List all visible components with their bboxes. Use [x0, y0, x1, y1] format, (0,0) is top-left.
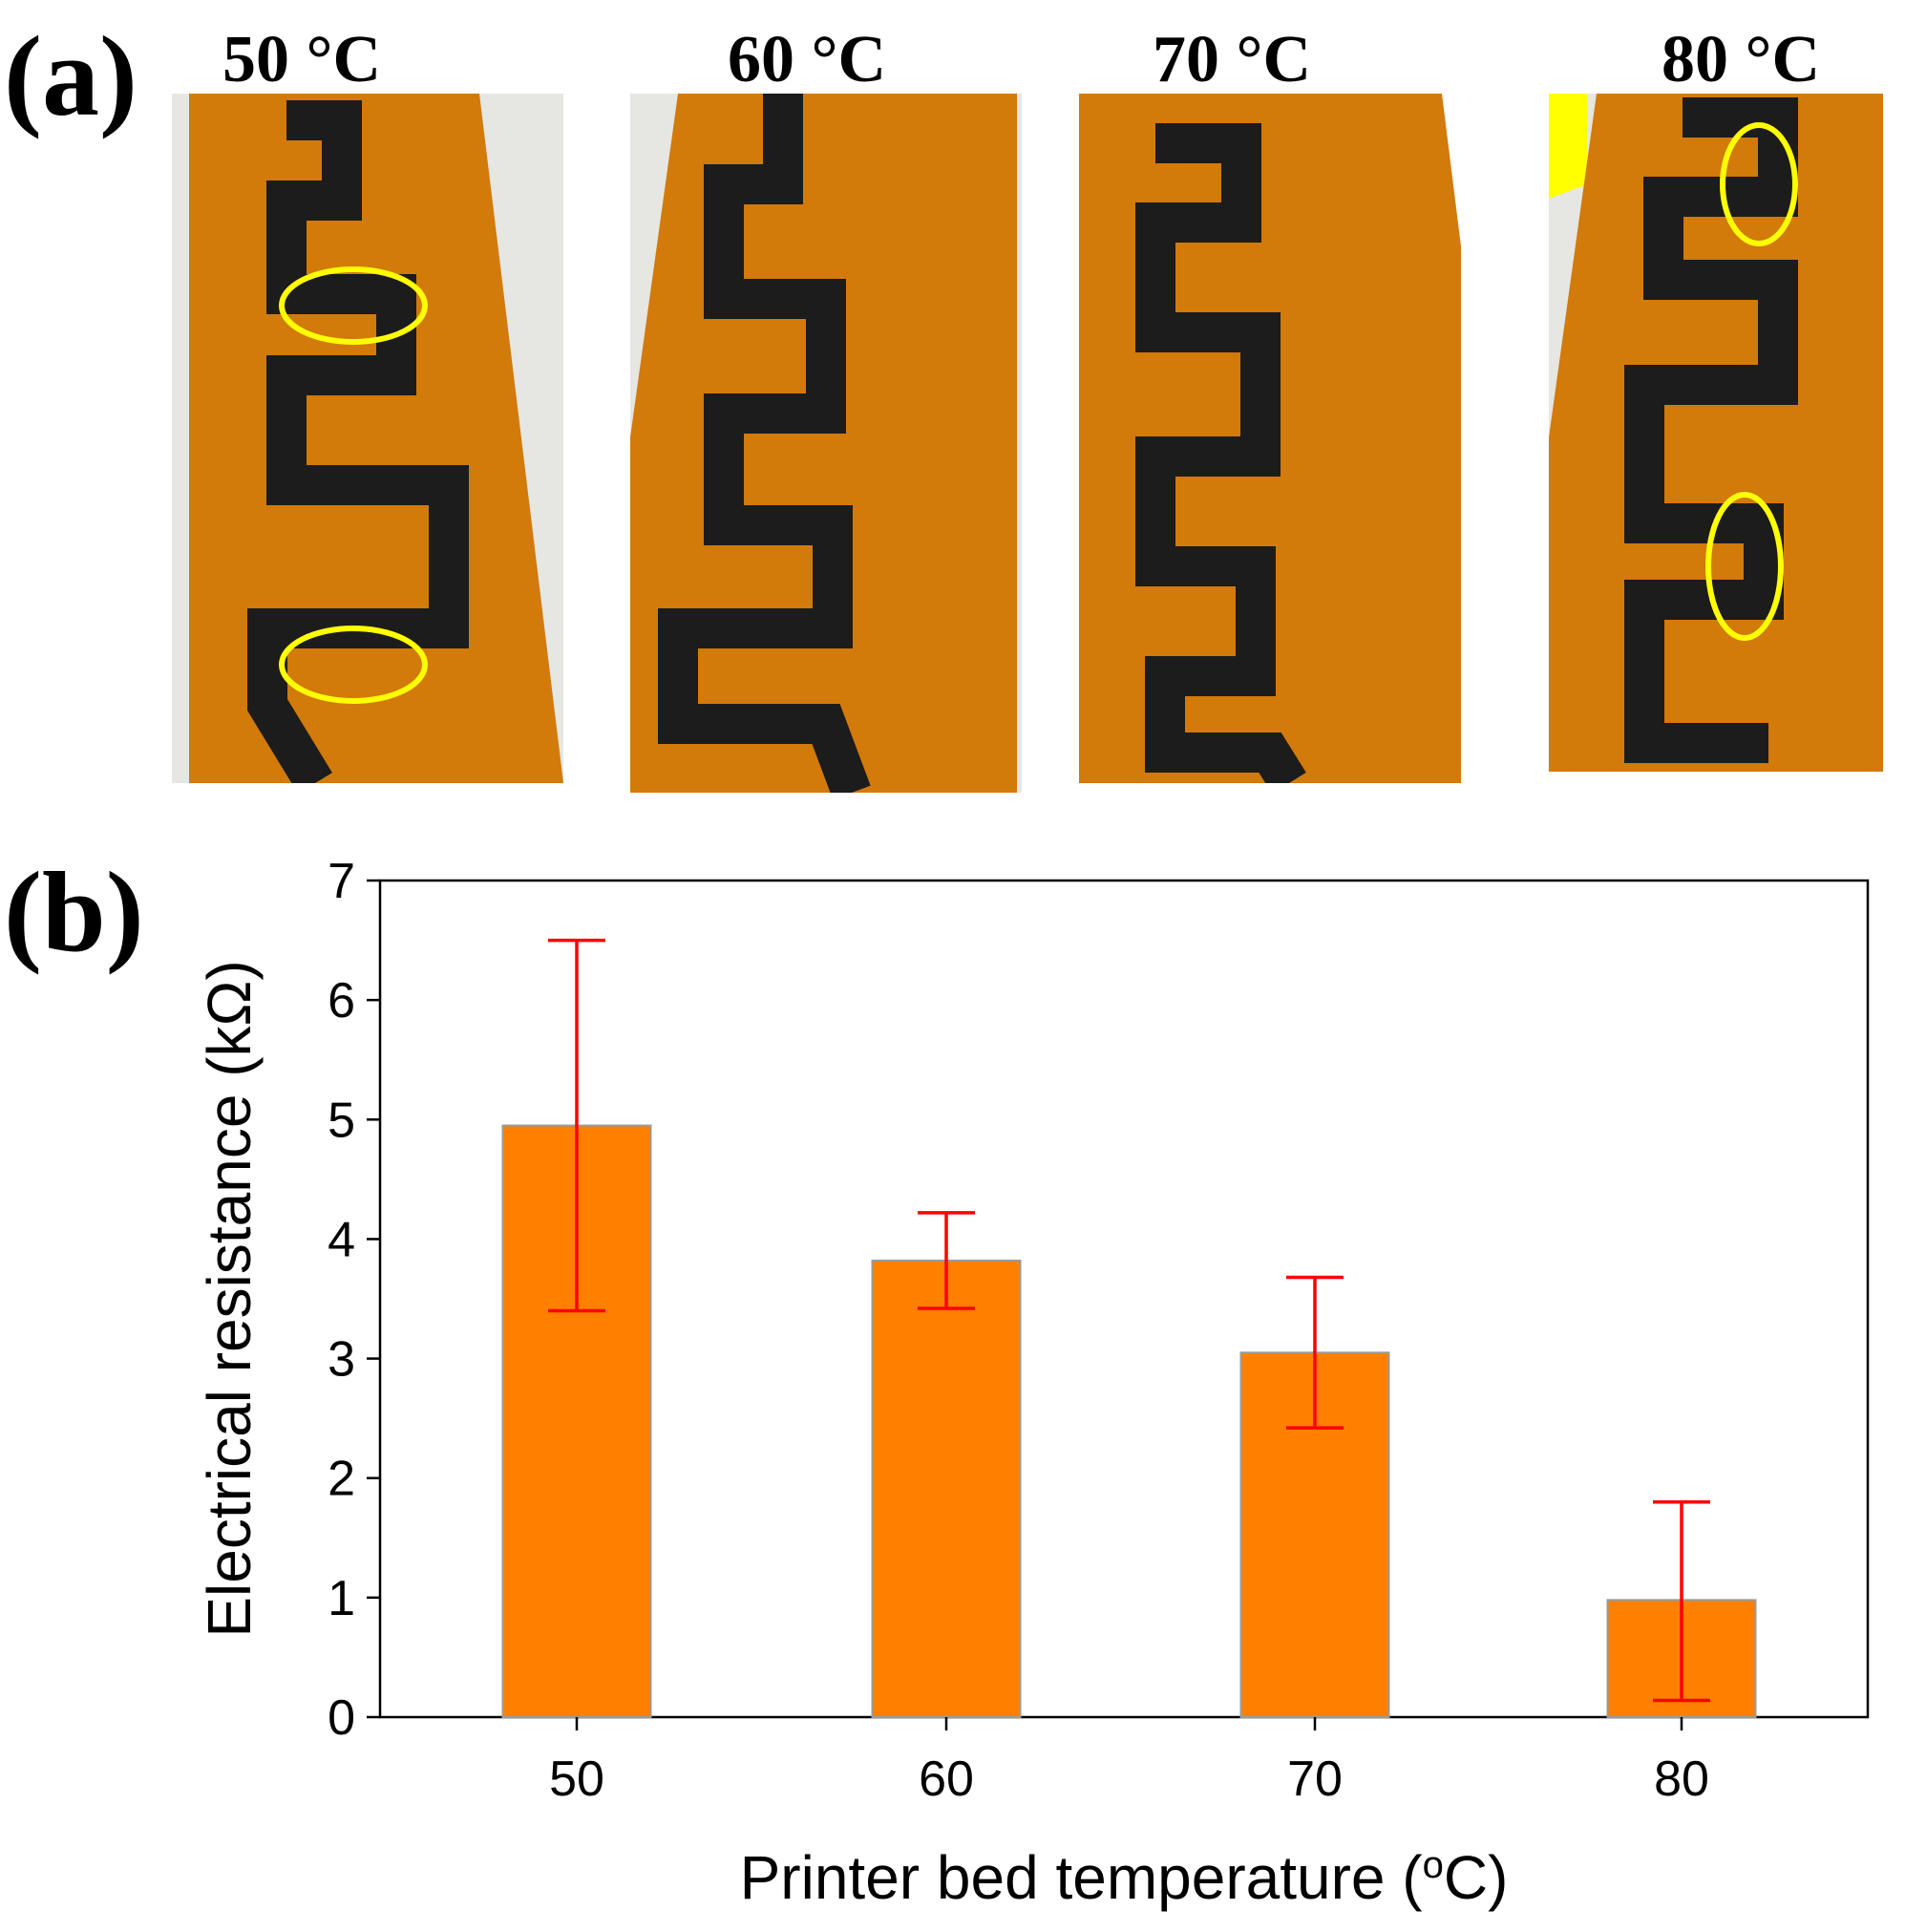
plot-frame	[378, 879, 1870, 1719]
y-tick-label: 1	[328, 1571, 355, 1626]
bar-60	[871, 1259, 1022, 1719]
x-axis-label: Printer bed temperature (oC)	[740, 1843, 1509, 1912]
photo-label-50: 50 °C	[222, 23, 382, 96]
x-tick-label: 60	[919, 1752, 974, 1807]
error-bar-50	[548, 938, 605, 1313]
y-tick-label: 3	[328, 1332, 355, 1388]
panel-label-a: (a)	[4, 12, 138, 139]
error-bar-60	[918, 1211, 975, 1310]
y-tick-label: 5	[328, 1093, 355, 1148]
photo-label-70: 70 °C	[1153, 23, 1312, 96]
x-axis: 50 60 70 80	[549, 1717, 1709, 1807]
printed-trace	[1135, 123, 1306, 783]
y-tick-label: 2	[328, 1452, 355, 1507]
photo-80c	[1549, 94, 1883, 772]
x-axis-label-main: Printer bed temperature (	[740, 1843, 1423, 1912]
error-bar-80	[1653, 1499, 1710, 1703]
photo-60c	[630, 94, 1022, 793]
panel-label-b: (b)	[4, 848, 144, 975]
defect-highlight	[279, 626, 428, 704]
error-bar-70	[1286, 1275, 1344, 1430]
y-tick-label: 4	[328, 1212, 355, 1267]
photo-50c	[172, 94, 563, 783]
x-tick-label: 70	[1287, 1752, 1343, 1807]
printed-trace	[247, 100, 469, 783]
y-tick-label: 0	[328, 1690, 355, 1746]
y-tick-label: 7	[328, 854, 355, 909]
yellow-tape	[1549, 94, 1587, 199]
error-bars-layer	[548, 938, 1710, 1703]
defect-highlight	[1720, 122, 1798, 246]
printed-trace	[658, 94, 871, 793]
printed-trace	[1624, 97, 1798, 763]
defect-highlight	[1705, 492, 1784, 641]
y-tick-label: 6	[328, 973, 355, 1029]
photo-label-80: 80 °C	[1662, 23, 1821, 96]
x-tick-label: 80	[1654, 1752, 1709, 1807]
y-axis: 0 1 2 3 4 5 6 7	[328, 854, 380, 1746]
photo-label-60: 60 °C	[728, 23, 887, 96]
y-axis-label: Electrical resistance (kΩ)	[195, 960, 264, 1637]
x-tick-label: 50	[549, 1752, 604, 1807]
bars-layer	[501, 1124, 1757, 1719]
x-axis-label-degree: o	[1423, 1844, 1444, 1886]
x-axis-label-unit: C)	[1444, 1843, 1509, 1912]
photo-70c	[1079, 94, 1461, 783]
defect-highlight	[279, 266, 428, 345]
